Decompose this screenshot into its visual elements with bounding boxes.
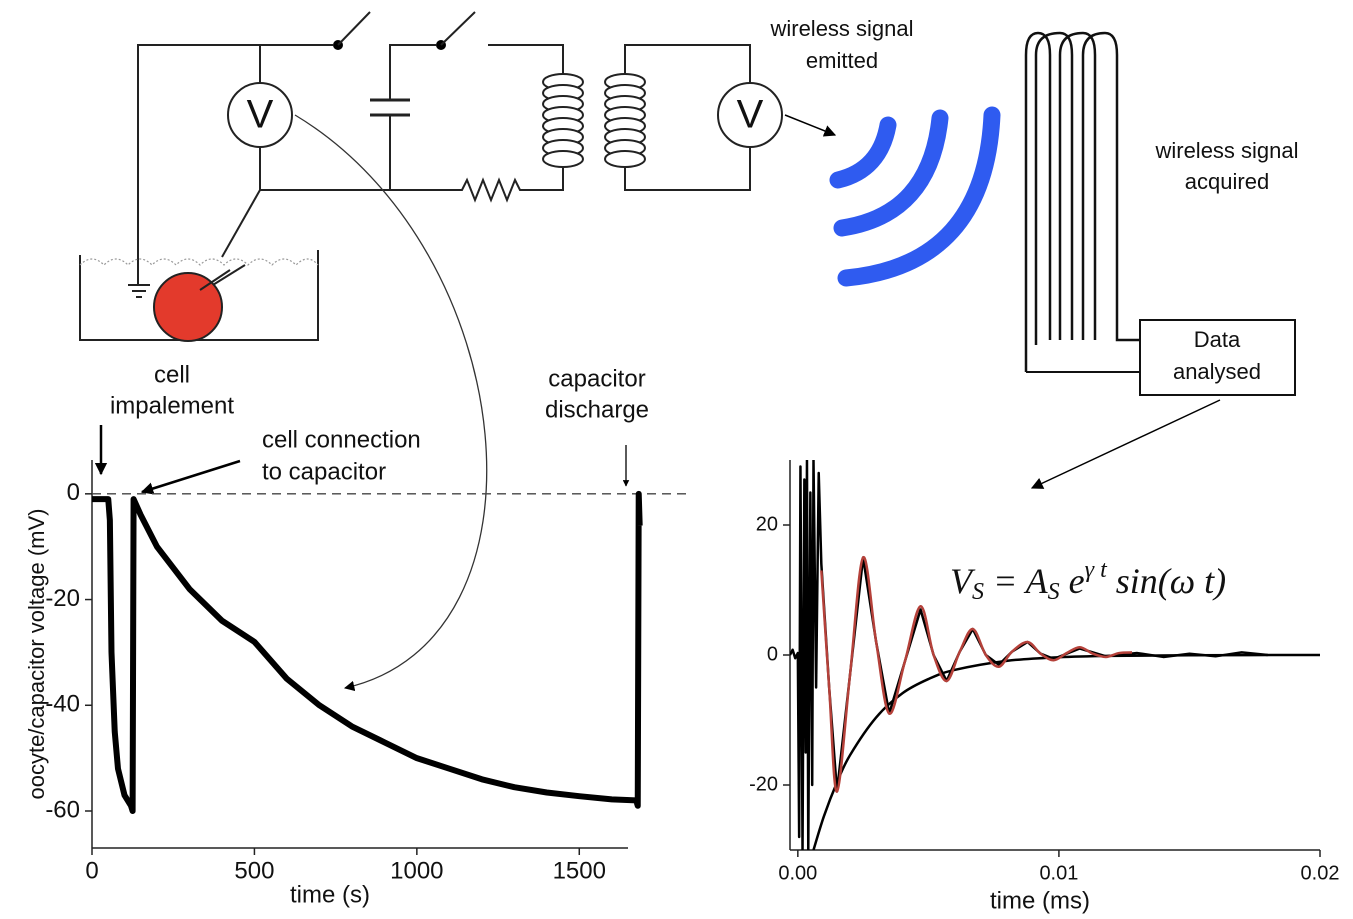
- y-tick-label: -20: [45, 585, 80, 612]
- x-tick-label: 0.00: [778, 862, 817, 884]
- eq-part: S: [972, 579, 984, 605]
- x-tick-label: 1500: [553, 857, 606, 884]
- eq-part: γ t: [1085, 557, 1108, 583]
- antenna: [1024, 31, 1296, 396]
- circuit: [79, 11, 837, 692]
- eq-part: e: [1060, 561, 1085, 601]
- wireless-waves: [829, 106, 1001, 287]
- data-line: [820, 556, 1133, 793]
- coil-turn: [604, 150, 646, 168]
- y-tick-label: 0: [67, 479, 80, 506]
- x-axis-label: time (s): [290, 881, 370, 908]
- x-axis-label: time (ms): [990, 887, 1090, 914]
- y-tick-label: 0: [767, 643, 778, 665]
- label: Data: [1194, 327, 1241, 352]
- data-line: [812, 653, 1320, 850]
- eq-part: sin(ω t): [1107, 561, 1226, 601]
- label: wireless signal: [769, 16, 913, 41]
- eq-part: S: [1048, 579, 1060, 605]
- x-tick-label: 1000: [390, 857, 443, 884]
- arrow: [140, 459, 241, 495]
- label: cell: [154, 361, 190, 388]
- arrow: [1030, 399, 1221, 489]
- equation: VS = AS eγ t sin(ω t): [950, 557, 1226, 605]
- label: emitted: [806, 48, 878, 73]
- label: to capacitor: [262, 458, 386, 485]
- voltmeter-label: V: [247, 93, 274, 137]
- label: analysed: [1173, 359, 1261, 384]
- eq-part: = A: [984, 561, 1049, 601]
- label: cell connection: [262, 426, 421, 453]
- x-tick-label: 0: [85, 857, 98, 884]
- label: wireless signal: [1154, 138, 1298, 163]
- x-tick-label: 0.01: [1039, 862, 1078, 884]
- coils: [542, 73, 646, 168]
- y-tick-label: 20: [756, 513, 778, 535]
- label: impalement: [110, 392, 234, 419]
- label: discharge: [545, 396, 649, 423]
- data-line: [92, 490, 643, 814]
- y-tick-label: -60: [45, 796, 80, 823]
- y-tick-label: -20: [749, 773, 778, 795]
- x-tick-label: 0.02: [1301, 862, 1340, 884]
- label: acquired: [1185, 169, 1269, 194]
- y-tick-label: -40: [45, 691, 80, 718]
- voltmeter-label: V: [737, 93, 764, 137]
- label: capacitor: [548, 365, 645, 392]
- coil-turn: [542, 150, 584, 168]
- x-tick-label: 500: [234, 857, 274, 884]
- eq-part: V: [950, 561, 976, 601]
- y-axis-label: oocyte/capacitor voltage (mV): [24, 508, 49, 799]
